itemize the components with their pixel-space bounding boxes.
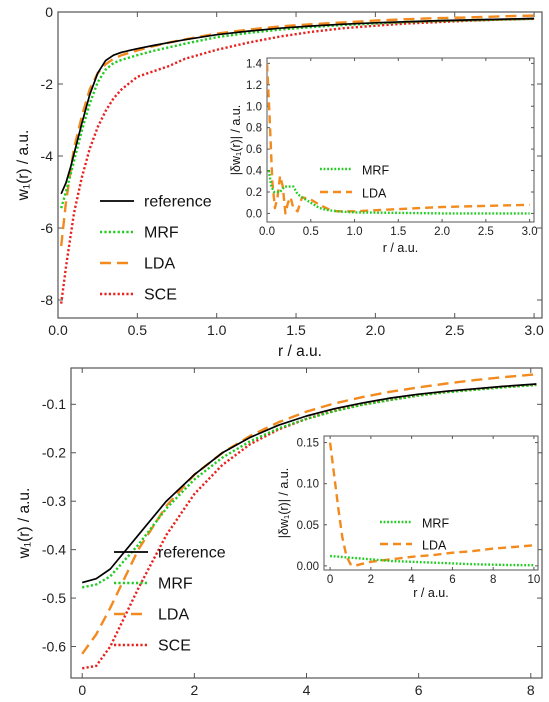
top-inset-xtick-label: 2.0 <box>434 226 450 238</box>
top-inset: 0.0 0.5 1.0 1.5 2.0 2.5 3.0 0.0 0.2 0.4 0.6 0.8 1.0 1… <box>229 57 538 255</box>
top-ytick-label: -6 <box>41 220 54 236</box>
top-inset-series-lda <box>267 63 530 215</box>
top-inset-ytick-label: 0.2 <box>246 187 262 199</box>
bot-xtick-label: 2 <box>190 682 198 698</box>
bot-inset-legend-label-lda: LDA <box>422 539 447 553</box>
top-xtick-label: 1.5 <box>286 322 306 338</box>
bot-legend-label-mrf: MRF <box>158 576 193 593</box>
top-xtick-label: 2.5 <box>445 322 465 338</box>
bot-inset-ytick-label: 0.05 <box>297 520 319 532</box>
bot-inset-ytick-label: 0.10 <box>297 479 319 491</box>
top-inset-xlabel: r / a.u. <box>383 241 418 255</box>
bot-ytick-label: -0.6 <box>42 638 66 654</box>
bot-inset-legend-label-mrf: MRF <box>422 517 449 531</box>
top-legend-label-reference: reference <box>144 194 212 211</box>
bot-xtick-label: 4 <box>303 682 311 698</box>
bot-legend-label-reference: reference <box>158 545 226 562</box>
bot-inset-series-lda <box>328 442 534 568</box>
top-inset-xtick-label: 1.0 <box>347 226 363 238</box>
top-xtick-label: 0.0 <box>48 322 68 338</box>
bot-inset-ytick-label: 0.15 <box>297 438 319 450</box>
bot-inset-xtick-label: 0 <box>327 574 333 586</box>
top-inset-ytick-label: 0.6 <box>246 144 262 156</box>
top-xtick-label: 1.0 <box>207 322 227 338</box>
bot-inset-xtick-label: 10 <box>528 574 541 586</box>
top-inset-ylabel: |δw₁(r)| / a.u. <box>229 105 243 175</box>
top-inset-xtick-label: 2.5 <box>478 226 494 238</box>
bot-inset-xlabel: r / a.u. <box>413 586 448 600</box>
top-inset-ytick-label: 1.2 <box>246 80 262 92</box>
bot-inset-xtick-label: 8 <box>490 574 496 586</box>
bot-legend-label-sce: SCE <box>158 638 191 655</box>
top-ytick-label: -4 <box>41 148 54 164</box>
bot-ytick-label: -0.1 <box>42 396 66 412</box>
bot-inset-series-mrf <box>330 554 534 567</box>
top-inset-series-mrf <box>267 170 530 215</box>
top-xlabel: r / a.u. <box>278 343 322 360</box>
top-series-sce <box>60 17 535 304</box>
bot-inset-xtick-label: 6 <box>449 574 455 586</box>
top-inset-frame <box>266 57 535 223</box>
top-inset-xtick-label: 3.0 <box>522 226 538 238</box>
top-inset-ytick-label: 0.4 <box>246 166 263 178</box>
bot-inset-ylabel: |δw₁(r)| / a.u. <box>277 468 291 538</box>
top-inset-xtick-label: 0.5 <box>303 226 319 238</box>
bot-ylabel: w₁(r) / a.u. <box>16 488 33 560</box>
top-ytick-label: -2 <box>41 76 54 92</box>
top-inset-ytick-label: 0.8 <box>246 123 262 135</box>
bot-inset-xtick-label: 2 <box>368 574 374 586</box>
top-inset-xtick-label: 0.0 <box>259 226 275 238</box>
top-xtick-label: 2.0 <box>366 322 386 338</box>
bot-inset: 0 2 4 6 8 10 0.00 0.05 0.10 0.15 r / a.u. |δw₁(r)| … <box>277 435 541 600</box>
panel-top: 0.0 0.5 1.0 1.5 2.0 2.5 3.0 -8 -6 -4 -2 0 r / a.u. w₁… <box>15 4 544 360</box>
top-legend-label-mrf: MRF <box>144 225 179 242</box>
top-inset-legend-label-mrf: MRF <box>362 164 389 178</box>
top-ylabel: w₁(r) / a.u. <box>15 130 32 202</box>
top-ytick-label: -8 <box>41 292 54 308</box>
bot-xtick-label: 6 <box>415 682 423 698</box>
top-inset-ytick-label: 0.0 <box>246 208 262 220</box>
bot-xtick-label: 8 <box>527 682 535 698</box>
bot-legend-label-lda: LDA <box>158 607 189 624</box>
top-series-reference <box>60 17 535 195</box>
top-inset-ytick-label: 1.0 <box>246 101 262 113</box>
top-ytick-label: 0 <box>45 4 53 20</box>
bot-inset-ytick-label: 0.00 <box>297 561 319 573</box>
bot-series-lda <box>81 373 537 655</box>
bot-ytick-label: -0.2 <box>42 445 66 461</box>
bot-series-reference <box>81 383 537 584</box>
bot-ytick-label: -0.4 <box>42 542 66 558</box>
top-legend-label-lda: LDA <box>144 256 175 273</box>
bot-inset-xtick-label: 4 <box>408 574 415 586</box>
bot-ytick-label: -0.5 <box>42 590 66 606</box>
top-inset-legend-label-lda: LDA <box>362 187 387 201</box>
top-xtick-label: 3.0 <box>524 322 544 338</box>
panel-bottom: 0 2 4 6 8 -0.6 -0.5 -0.4 -0.3 -0.2 -0.1 r / a.u. w₁(… <box>16 367 543 698</box>
top-xtick-label: 0.5 <box>128 322 148 338</box>
top-legend-label-sce: SCE <box>144 287 177 304</box>
top-inset-ytick-label: 1.4 <box>246 58 263 70</box>
bot-ytick-label: -0.3 <box>42 493 66 509</box>
top-inset-xtick-label: 1.5 <box>390 226 406 238</box>
bot-xtick-label: 0 <box>78 682 86 698</box>
